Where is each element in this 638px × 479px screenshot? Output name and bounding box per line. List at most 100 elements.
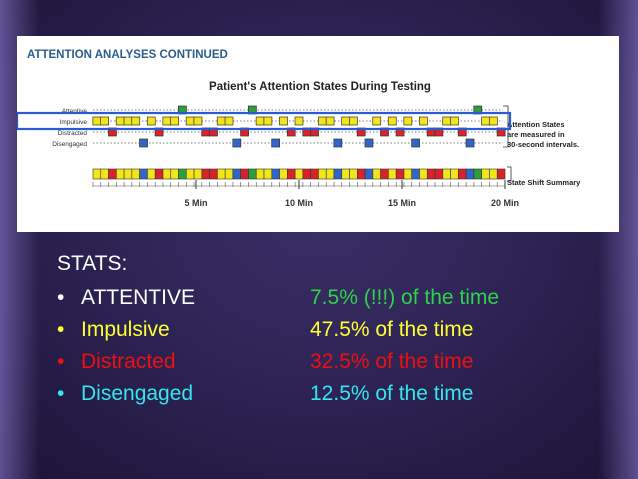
summary-cell — [372, 168, 381, 180]
summary-cell — [108, 168, 117, 180]
state-cell — [131, 116, 141, 126]
summary-cell — [240, 168, 249, 180]
summary-cell — [473, 168, 482, 180]
summary-cell — [201, 168, 210, 180]
summary-cell — [178, 168, 187, 180]
summary-cell — [481, 168, 490, 180]
summary-cell — [403, 168, 413, 180]
summary-cell — [209, 168, 218, 180]
stat-label: Distracted — [81, 350, 176, 373]
summary-cell — [131, 168, 140, 180]
state-cell — [100, 116, 110, 126]
state-cell — [92, 116, 102, 126]
figure-header: ATTENTION ANALYSES CONTINUED — [27, 49, 228, 61]
summary-cell — [419, 168, 428, 180]
row-label-disengaged: Disengaged — [52, 141, 87, 148]
state-cell — [419, 116, 428, 126]
state-cell — [372, 116, 382, 126]
summary-cell — [92, 168, 102, 180]
summary-cell — [442, 168, 451, 180]
summary-cell — [139, 168, 148, 180]
summary-cell — [496, 168, 506, 180]
state-cell — [146, 116, 156, 126]
x-tick-label: 5 Min — [184, 198, 207, 208]
summary-cell — [294, 168, 304, 180]
summary-cell — [147, 168, 156, 180]
state-cell — [341, 116, 350, 126]
state-cell — [216, 116, 226, 126]
state-cell — [255, 116, 265, 126]
summary-cell — [489, 168, 498, 180]
summary-cell — [426, 168, 436, 180]
stat-value: 32.5% of the time — [310, 350, 474, 373]
summary-cell — [224, 168, 234, 180]
annotation-line-1: Attention States — [507, 120, 565, 129]
stat-bullet: • — [57, 286, 65, 309]
stat-bullet: • — [57, 318, 65, 341]
summary-cell — [279, 168, 288, 180]
state-cell — [224, 116, 234, 126]
summary-cell — [185, 168, 195, 180]
state-cell — [185, 116, 195, 126]
state-cell — [450, 116, 459, 126]
summary-cell — [248, 168, 257, 180]
state-cell — [325, 116, 335, 126]
chart-title: Patient's Attention States During Testin… — [209, 81, 431, 93]
state-cell — [294, 116, 304, 126]
attention-figure: ATTENTION ANALYSES CONTINUED Patient's A… — [17, 36, 619, 232]
stats-panel: STATS: • ATTENTIVE 7.5% (!!!) of the time •… — [57, 248, 617, 410]
summary-cell — [255, 168, 265, 180]
summary-cell — [465, 168, 475, 180]
summary-cell — [123, 168, 133, 180]
stat-value: 12.5% of the time — [310, 382, 474, 405]
row-label-impulsive: Impulsive — [60, 119, 88, 126]
summary-cell — [232, 168, 241, 180]
state-cell — [162, 116, 172, 126]
state-cell — [317, 116, 327, 126]
stat-label: ATTENTIVE — [81, 286, 195, 309]
x-tick-label: 15 Min — [388, 198, 416, 208]
stat-row-disengaged: • Disengaged 12.5% of the time — [57, 378, 617, 410]
stat-bullet: • — [57, 350, 65, 373]
state-cell — [403, 116, 413, 126]
states-bracket — [503, 105, 509, 148]
summary-cell — [380, 168, 389, 180]
impulsive-highlight-box — [17, 111, 512, 131]
summary-cell — [302, 168, 311, 180]
summary-cell — [318, 168, 327, 180]
stat-label: Disengaged — [81, 382, 194, 405]
summary-cell — [193, 168, 203, 180]
summary-cell — [287, 168, 296, 180]
state-cell — [232, 138, 242, 148]
stat-value: 47.5% of the time — [310, 318, 474, 341]
state-cell — [115, 116, 125, 126]
summary-cell — [310, 168, 319, 180]
summary-cell — [263, 168, 273, 180]
stat-row-impulsive: • Impulsive 47.5% of the time — [57, 314, 617, 346]
summary-cell — [100, 168, 109, 180]
stat-row-distracted: • Distracted 32.5% of the time — [57, 346, 617, 378]
x-tick-label: 10 Min — [285, 198, 313, 208]
row-label-attentive: Attentive — [62, 108, 88, 115]
summary-cell — [217, 168, 226, 180]
stat-bullet: • — [57, 382, 65, 405]
summary-cell — [170, 168, 179, 180]
state-cell — [139, 138, 148, 148]
summary-cell — [364, 168, 374, 180]
state-cell — [170, 116, 179, 126]
attention-timeline-chart: ATTENTION ANALYSES CONTINUED Patient's A… — [17, 49, 581, 208]
summary-cell — [116, 168, 125, 180]
state-cell — [465, 138, 475, 148]
summary-cell — [325, 168, 335, 180]
summary-cell — [154, 168, 164, 180]
summary-bracket — [507, 166, 512, 182]
stat-label: Impulsive — [81, 318, 170, 341]
state-cell — [364, 138, 374, 148]
summary-cell — [434, 168, 444, 180]
row-label-distracted: Distracted — [58, 130, 88, 137]
summary-cell — [349, 168, 358, 180]
state-cell — [411, 138, 420, 148]
summary-cell — [411, 168, 420, 180]
state-cell — [349, 116, 358, 126]
stat-row-attentive: • ATTENTIVE 7.5% (!!!) of the time — [57, 282, 617, 314]
